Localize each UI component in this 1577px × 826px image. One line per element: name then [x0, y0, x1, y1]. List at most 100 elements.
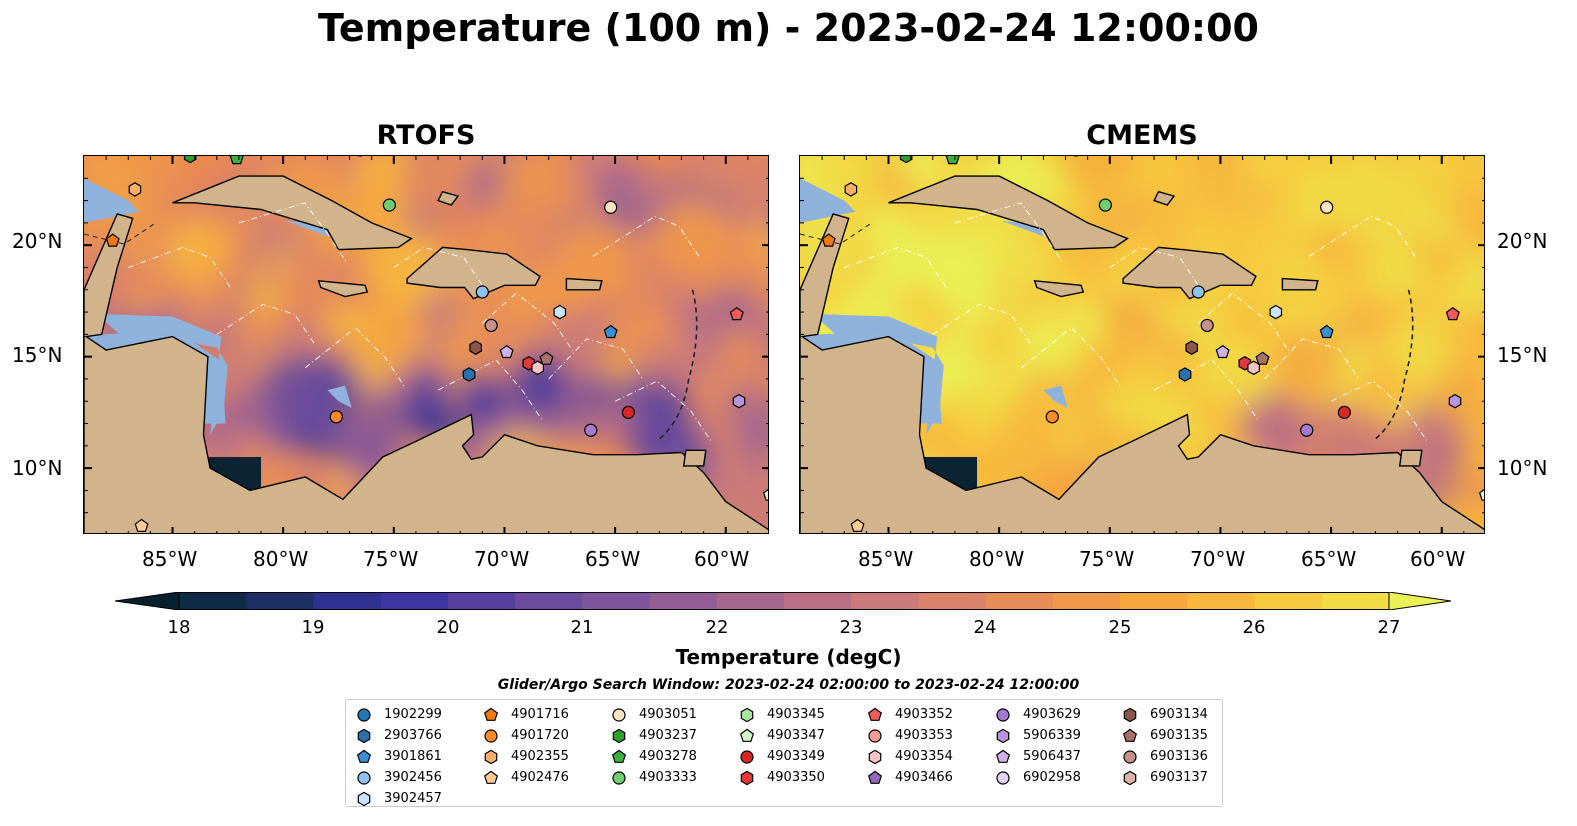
legend-label: 4903353	[895, 728, 953, 743]
float-marker-4903278	[945, 156, 960, 165]
colorbar-outline	[178, 592, 1390, 610]
legend-column: 4903629 5906339 5906437 6902958	[995, 704, 1081, 788]
legend-label: 4903051	[639, 707, 697, 722]
legend-item-1902299: 1902299	[356, 704, 442, 725]
legend-item-3902457: 3902457	[356, 788, 442, 809]
hexagon-marker-icon	[996, 728, 1010, 743]
hexagon-marker-icon	[1123, 707, 1137, 722]
colorbar-segment	[716, 592, 785, 610]
lon-tick-label: 85°W	[142, 547, 198, 571]
float-marker-5906437	[499, 344, 514, 359]
hexagon-marker-icon	[484, 749, 498, 764]
landmass	[84, 213, 768, 533]
float-legend: 1902299 2903766 3901861 3902456 3902457 4901…	[345, 699, 1223, 807]
circle-marker-icon	[1123, 749, 1137, 764]
lon-tick-label: 75°W	[1079, 547, 1135, 571]
legend-item-4902476: 4902476	[483, 767, 569, 788]
eez-boundary	[1109, 246, 1201, 288]
circle-marker-icon	[996, 707, 1010, 722]
hexagon-marker-icon	[740, 770, 754, 785]
circle-marker-icon	[612, 770, 626, 785]
rtofs-map	[83, 155, 769, 534]
isobath-contour	[658, 289, 698, 441]
float-marker-4902355	[128, 182, 142, 197]
landmass	[1033, 279, 1085, 298]
circle-marker-icon	[612, 770, 626, 785]
circle-marker-icon	[612, 707, 626, 722]
colorbar-segment	[1120, 592, 1188, 610]
legend-label: 4903333	[639, 770, 697, 785]
lon-tick-label: 70°W	[474, 547, 530, 571]
colorbar-label: Temperature (degC)	[675, 645, 902, 669]
colorbar-extend-low	[114, 591, 180, 611]
continental-shelf	[800, 178, 856, 223]
float-marker-6903136	[1200, 318, 1214, 333]
colorbar-segment	[515, 592, 583, 610]
colorbar-segment	[918, 592, 987, 610]
float-marker-4903278	[229, 156, 244, 165]
figure-title: Temperature (100 m) - 2023-02-24 12:00:0…	[317, 6, 1259, 50]
legend-item-4903350: 4903350	[739, 767, 825, 788]
lat-tick-label: 10°N	[1497, 456, 1548, 480]
hexagon-marker-icon	[740, 707, 754, 722]
legend-label: 6903135	[1150, 728, 1208, 743]
hexagon-marker-icon	[868, 749, 882, 764]
pentagon-marker-icon	[611, 749, 627, 763]
circle-marker-icon	[996, 770, 1010, 785]
colorbar-tick-label: 19	[301, 617, 325, 638]
legend-item-4903333: 4903333	[611, 767, 697, 788]
continental-shelf	[84, 178, 140, 223]
float-marker-4902476	[850, 518, 865, 532]
circle-marker-icon	[740, 749, 754, 764]
legend-label: 4903466	[895, 770, 953, 785]
landmass	[1398, 449, 1423, 467]
legend-item-6902958: 6902958	[995, 767, 1081, 788]
float-marker-4902476	[134, 518, 149, 532]
legend-label: 4903345	[767, 707, 825, 722]
legend-label: 1902299	[384, 707, 442, 722]
colorbar-segment	[851, 592, 919, 610]
eez-boundary	[844, 246, 947, 288]
landmass	[1153, 190, 1176, 206]
circle-marker-icon	[357, 770, 371, 785]
lat-tick-label: 10°N	[12, 456, 63, 480]
circle-marker-icon	[484, 728, 498, 743]
legend-label: 4902476	[511, 770, 569, 785]
float-marker-3902456	[475, 285, 489, 299]
legend-label: 4903278	[639, 749, 697, 764]
legend-label: 6903136	[1150, 749, 1208, 764]
float-marker-4901716	[821, 233, 836, 247]
legend-label: 4903237	[639, 728, 697, 743]
legend-label: 5906339	[1023, 728, 1081, 743]
landmass	[437, 190, 460, 206]
pentagon-marker-icon	[867, 707, 883, 721]
colorbar-tick-label: 26	[1242, 617, 1266, 638]
landmass	[317, 279, 369, 298]
legend-column: 4903345 4903347 4903349 4903350	[739, 704, 825, 788]
legend-item-3901861: 3901861	[356, 746, 442, 767]
colorbar-segment	[313, 592, 382, 610]
float-marker-4903333	[1098, 198, 1112, 212]
lat-tick-label: 15°N	[12, 343, 63, 367]
colorbar-tick-label: 24	[973, 617, 997, 638]
colorbar-tick-label: 21	[570, 617, 594, 638]
colorbar-segment	[246, 592, 314, 610]
float-marker-5906339	[732, 393, 746, 409]
colorbar-segment	[380, 592, 449, 610]
colorbar-scale	[114, 591, 1452, 611]
float-marker-5906339	[1448, 393, 1462, 409]
landmass	[888, 175, 1130, 251]
eez-boundary	[481, 292, 575, 354]
colorbar-segment	[1052, 592, 1121, 610]
pentagon-marker-icon	[611, 749, 627, 763]
eez-boundary	[393, 246, 485, 288]
legend-column: 4901716 4901720 4902355 4902476	[483, 704, 569, 788]
legend-label: 6903137	[1150, 770, 1208, 785]
legend-item-6903135: 6903135	[1122, 725, 1208, 746]
landmass	[172, 175, 414, 251]
landmass	[1122, 246, 1257, 300]
legend-item-4903629: 4903629	[995, 704, 1081, 725]
legend-item-6903137: 6903137	[1122, 767, 1208, 788]
colorbar-tick-label: 25	[1108, 617, 1132, 638]
temperature-field	[84, 156, 768, 533]
